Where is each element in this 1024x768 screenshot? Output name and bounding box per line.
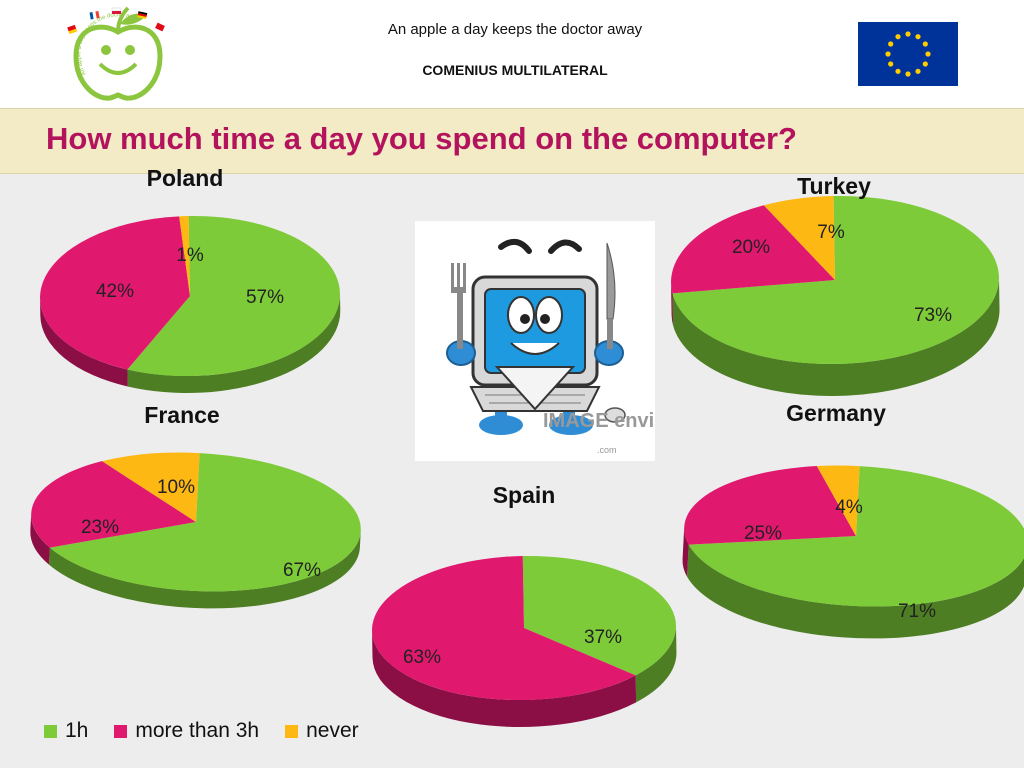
eu-star bbox=[922, 61, 928, 67]
eu-star bbox=[905, 31, 911, 37]
pie-slice-more-than-3h bbox=[671, 205, 835, 294]
pie-side-more-than-3h bbox=[372, 630, 637, 728]
pie-side-1h bbox=[672, 277, 1000, 397]
pie-side-1h bbox=[687, 544, 1024, 639]
data-label-never: 1% bbox=[176, 245, 204, 266]
pie-slice-more-than-3h bbox=[684, 466, 856, 545]
title-band bbox=[0, 108, 1024, 174]
pie-slice-1h bbox=[127, 216, 340, 377]
data-label-more-than-3h: 63% bbox=[403, 647, 441, 668]
slide-header: An apple a day keeps the doctor away An … bbox=[0, 0, 1024, 108]
eu-star bbox=[885, 51, 891, 57]
eu-star bbox=[915, 34, 921, 40]
legend-label-more-than-3h: more than 3h bbox=[135, 719, 260, 742]
eu-star bbox=[922, 41, 928, 47]
pie-slice-never bbox=[102, 452, 200, 522]
pie-slice-never bbox=[763, 196, 835, 280]
legend-item-more-than-3h: more than 3h bbox=[114, 719, 259, 743]
legend-item-1h: 1h bbox=[44, 719, 88, 743]
eu-star bbox=[915, 68, 921, 74]
data-label-more-than-3h: 23% bbox=[81, 517, 119, 538]
pie-slice-more-than-3h bbox=[40, 216, 190, 370]
data-label-never: 4% bbox=[835, 497, 863, 518]
data-label-never: 7% bbox=[817, 222, 845, 243]
chart-title-poland: Poland bbox=[147, 165, 224, 191]
data-label-1h: 67% bbox=[283, 560, 321, 581]
eu-star bbox=[895, 34, 901, 40]
legend-label-1h: 1h bbox=[65, 719, 89, 742]
legend-swatch-more-than-3h bbox=[114, 724, 128, 738]
legend-label-never: never bbox=[306, 719, 359, 742]
legend-swatch-never bbox=[285, 724, 299, 738]
eu-star bbox=[925, 51, 931, 57]
pie-turkey bbox=[671, 196, 1000, 397]
pie-slice-1h bbox=[49, 453, 361, 592]
pie-side-1h bbox=[48, 530, 361, 609]
pie-slice-1h bbox=[688, 466, 1024, 607]
header-motto: An apple a day keeps the doctor away bbox=[387, 21, 643, 38]
chart-title-turkey: Turkey bbox=[797, 173, 871, 199]
computer-mascot-image: IMAGE envision .com bbox=[415, 221, 695, 461]
pie-slice-1h bbox=[522, 555, 676, 676]
legend: 1h more than 3h never bbox=[44, 718, 385, 744]
eu-star bbox=[888, 41, 894, 47]
eu-star bbox=[895, 68, 901, 74]
chart-title-spain: Spain bbox=[493, 482, 556, 508]
eu-flag bbox=[858, 22, 958, 86]
header-project: COMENIUS MULTILATERAL bbox=[422, 62, 608, 78]
pie-france bbox=[30, 452, 361, 609]
legend-swatch-1h bbox=[44, 724, 57, 738]
pie-side-more-than-3h bbox=[671, 282, 674, 326]
data-label-more-than-3h: 25% bbox=[744, 523, 782, 544]
apple-logo: An apple a day keeps the doctor away bbox=[67, 6, 165, 101]
data-label-1h: 57% bbox=[246, 287, 284, 308]
pie-side-1h bbox=[635, 625, 677, 703]
data-label-1h: 71% bbox=[898, 601, 936, 622]
chart-title-germany: Germany bbox=[786, 400, 886, 426]
pie-slice-1h bbox=[672, 196, 999, 365]
question-title: How much time a day you spend on the com… bbox=[46, 121, 797, 156]
pie-spain bbox=[372, 555, 677, 728]
data-label-1h: 73% bbox=[914, 305, 952, 326]
pie-slice-more-than-3h bbox=[31, 461, 196, 548]
pie-germany bbox=[682, 465, 1024, 639]
chart-title-france: France bbox=[144, 402, 219, 428]
data-label-never: 10% bbox=[157, 477, 195, 498]
data-label-more-than-3h: 42% bbox=[96, 281, 134, 302]
eu-star bbox=[905, 71, 911, 77]
eu-star bbox=[888, 61, 894, 67]
data-label-1h: 37% bbox=[584, 627, 622, 648]
pie-side-more-than-3h bbox=[40, 298, 128, 387]
pie-slice-never bbox=[179, 216, 190, 296]
watermark-url: .com bbox=[597, 445, 617, 455]
pie-side-more-than-3h bbox=[682, 526, 689, 577]
pie-side-1h bbox=[127, 293, 341, 394]
pie-slice-more-than-3h bbox=[372, 556, 636, 701]
data-label-more-than-3h: 20% bbox=[732, 237, 770, 258]
pie-poland bbox=[40, 216, 341, 394]
pie-slice-never bbox=[816, 465, 860, 536]
legend-item-never: never bbox=[285, 719, 359, 743]
pie-side-more-than-3h bbox=[30, 513, 50, 565]
